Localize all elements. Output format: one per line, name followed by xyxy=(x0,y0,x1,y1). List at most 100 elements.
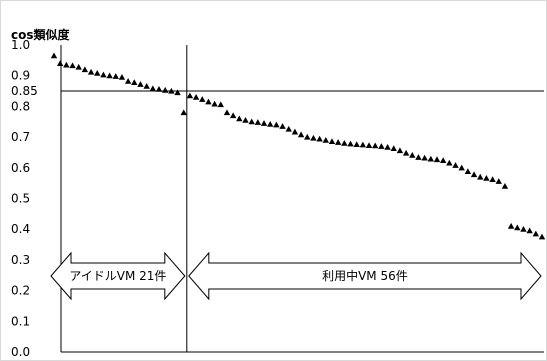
data-point xyxy=(236,115,243,122)
y-tick-label: 0.1 xyxy=(11,314,30,328)
active-vm-arrow-label: 利用中VM 56件 xyxy=(322,268,408,283)
group-arrows: アイドルVM 21件 利用中VM 56件 xyxy=(50,251,542,301)
data-point xyxy=(63,61,70,68)
data-point xyxy=(75,63,82,70)
data-point xyxy=(168,87,175,94)
data-point xyxy=(489,176,496,183)
data-point xyxy=(390,145,397,152)
data-point xyxy=(433,156,441,163)
data-point xyxy=(421,154,428,161)
data-point xyxy=(199,96,206,102)
data-point xyxy=(353,141,360,148)
y-tick-label: 0.3 xyxy=(11,253,30,267)
data-point xyxy=(205,98,212,105)
data-point xyxy=(155,86,163,92)
data-point xyxy=(470,171,478,178)
idle-vm-arrow-shape xyxy=(50,251,186,301)
data-point xyxy=(378,143,385,149)
data-point xyxy=(384,144,391,150)
data-point xyxy=(316,135,323,142)
idle-vm-arrow-label: アイドルVM 21件 xyxy=(69,269,166,283)
data-point xyxy=(495,178,502,184)
data-point xyxy=(100,71,107,78)
data-point xyxy=(180,109,187,116)
data-points xyxy=(50,52,546,240)
y-tick-label: 0.0 xyxy=(11,345,30,359)
data-point xyxy=(217,101,224,108)
data-point xyxy=(137,81,144,87)
data-point xyxy=(341,140,348,146)
data-point xyxy=(483,175,490,181)
data-point xyxy=(248,118,255,125)
data-point xyxy=(254,119,262,125)
data-point xyxy=(186,92,194,99)
data-point xyxy=(161,86,169,93)
data-point xyxy=(50,52,58,59)
y-tick-label: 0.2 xyxy=(11,284,30,298)
data-point xyxy=(464,168,472,175)
y-axis-label: cos類似度 xyxy=(11,27,71,42)
data-point xyxy=(279,123,286,129)
y-tick-label: 1.0 xyxy=(11,38,30,52)
data-point xyxy=(56,60,64,66)
data-point xyxy=(514,224,521,231)
y-tick-labels: 0.0 0.1 0.2 0.3 0.4 0.5 0.6 0.7 0.80.850.9 1.0 xyxy=(11,38,38,359)
data-point xyxy=(124,78,132,84)
data-point xyxy=(94,70,101,76)
data-point xyxy=(439,157,447,163)
data-point xyxy=(242,117,249,123)
data-point xyxy=(415,154,422,160)
y-tick-label: 0.7 xyxy=(11,130,30,144)
data-point xyxy=(131,79,138,86)
data-point xyxy=(273,121,280,128)
data-point xyxy=(334,139,342,145)
y-tick-label: 0.6 xyxy=(11,161,30,175)
y-tick-label: 0.85 xyxy=(11,84,38,98)
data-point xyxy=(477,173,484,180)
data-point xyxy=(87,68,95,75)
data-point xyxy=(427,155,435,162)
data-point xyxy=(396,147,404,154)
data-point xyxy=(112,73,119,79)
y-tick-label: 0.4 xyxy=(11,222,30,236)
data-point xyxy=(310,134,317,141)
data-point xyxy=(297,131,305,138)
data-point xyxy=(532,230,540,237)
data-point xyxy=(229,112,237,119)
data-point xyxy=(322,136,329,143)
data-point xyxy=(372,142,379,149)
data-point xyxy=(223,109,231,116)
y-tick-label: 0.9 xyxy=(11,69,30,83)
data-point xyxy=(143,82,150,89)
data-point xyxy=(458,164,465,171)
data-point xyxy=(538,233,546,240)
data-point xyxy=(409,152,416,158)
data-point xyxy=(347,140,354,147)
data-point xyxy=(211,100,218,107)
data-point xyxy=(285,125,292,132)
data-point xyxy=(520,226,527,232)
y-tick-label: 0.8 xyxy=(11,99,30,113)
idle-vm-arrow: アイドルVM 21件 xyxy=(50,251,186,301)
data-point xyxy=(402,149,410,156)
active-vm-arrow-shape xyxy=(188,251,542,301)
axes xyxy=(60,45,544,353)
data-point xyxy=(149,85,157,92)
data-point xyxy=(69,62,76,69)
data-point xyxy=(507,222,515,229)
data-point xyxy=(526,227,533,234)
data-point xyxy=(192,93,200,100)
data-point xyxy=(81,66,89,73)
data-point xyxy=(452,162,459,168)
data-point xyxy=(365,142,373,148)
data-point xyxy=(304,133,311,140)
y-tick-label: 0.5 xyxy=(11,192,30,206)
data-point xyxy=(260,120,268,126)
data-point xyxy=(174,89,181,96)
data-point xyxy=(446,159,453,166)
data-point xyxy=(328,138,336,144)
data-point xyxy=(291,128,299,135)
data-point xyxy=(106,72,113,79)
